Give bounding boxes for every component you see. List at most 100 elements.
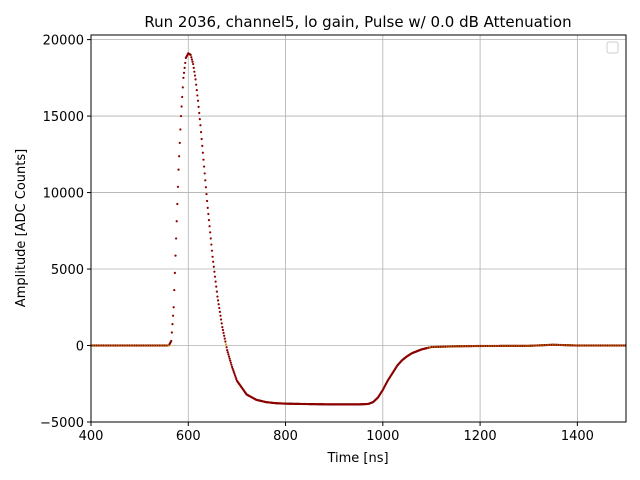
data-point xyxy=(176,202,179,206)
data-point xyxy=(221,328,225,332)
data-point xyxy=(231,367,234,370)
data-point xyxy=(223,334,226,337)
x-tick-label: 1400 xyxy=(561,429,594,444)
data-point xyxy=(226,351,229,354)
data-point xyxy=(232,369,235,372)
data-point xyxy=(199,131,203,134)
data-point xyxy=(205,192,208,196)
data-point xyxy=(233,374,237,377)
data-point xyxy=(207,212,210,216)
data-point xyxy=(204,186,207,189)
data-point xyxy=(199,124,202,127)
data-point xyxy=(184,61,187,65)
data-point xyxy=(204,179,207,182)
data-point xyxy=(170,339,173,343)
axis-ticks: 400 600 800 1000 1200 1400 −5000 0 5000 10000 1500… xyxy=(40,34,594,444)
data-point xyxy=(232,371,235,374)
data-point xyxy=(190,58,194,61)
data-point xyxy=(218,310,221,313)
data-point xyxy=(189,53,192,56)
y-tick-label: 20000 xyxy=(43,34,84,49)
data-point xyxy=(190,56,193,59)
data-points xyxy=(89,52,627,406)
data-point xyxy=(198,118,201,121)
data-point xyxy=(195,88,198,92)
data-point xyxy=(181,86,184,89)
data-point xyxy=(219,314,222,317)
data-point xyxy=(215,285,218,288)
data-point xyxy=(222,331,225,334)
data-point xyxy=(200,137,203,141)
data-point xyxy=(210,249,214,252)
y-tick-label: 0 xyxy=(76,340,84,355)
data-point xyxy=(180,105,183,108)
chart-title: Run 2036, channel5, lo gain, Pulse w/ 0.… xyxy=(144,13,571,31)
data-point xyxy=(175,220,178,223)
y-tick-label: 10000 xyxy=(43,187,84,202)
data-point xyxy=(192,66,195,69)
data-point xyxy=(203,172,206,175)
data-point xyxy=(212,265,215,268)
x-tick-label: 400 xyxy=(79,429,104,444)
data-point xyxy=(178,155,181,158)
data-point xyxy=(201,144,204,147)
data-point xyxy=(215,290,218,293)
data-point xyxy=(196,94,199,97)
data-point xyxy=(212,260,215,263)
data-point xyxy=(220,318,223,321)
data-point xyxy=(194,78,197,81)
data-point xyxy=(182,71,186,74)
data-point xyxy=(224,340,227,343)
data-point xyxy=(209,237,212,240)
data-point xyxy=(176,185,180,188)
data-point xyxy=(182,76,185,79)
x-tick-label: 1000 xyxy=(366,429,399,444)
data-point xyxy=(211,255,214,258)
data-point xyxy=(220,322,223,325)
data-point xyxy=(201,151,204,154)
y-tick-label: 15000 xyxy=(43,110,84,125)
data-point xyxy=(209,231,212,234)
data-point xyxy=(208,225,211,228)
y-tick-label: −5000 xyxy=(40,416,84,431)
data-point xyxy=(229,359,232,362)
data-point xyxy=(227,353,230,356)
data-point xyxy=(230,365,234,369)
data-point xyxy=(202,165,206,168)
data-point xyxy=(195,83,198,86)
data-point xyxy=(225,346,228,349)
data-point xyxy=(198,111,201,115)
data-point xyxy=(218,306,221,310)
x-tick-label: 800 xyxy=(273,429,298,444)
data-point xyxy=(233,372,236,375)
data-point xyxy=(193,70,196,73)
data-point xyxy=(216,299,220,302)
data-point xyxy=(234,376,237,379)
x-tick-label: 600 xyxy=(176,429,201,444)
data-point xyxy=(206,206,209,209)
data-point xyxy=(217,303,220,306)
data-point xyxy=(207,218,211,222)
data-point xyxy=(193,74,197,77)
plot-frame xyxy=(90,34,627,423)
data-point xyxy=(173,271,176,274)
data-point xyxy=(178,141,181,144)
data-point xyxy=(214,280,217,283)
data-point xyxy=(183,66,186,69)
data-point xyxy=(175,237,178,240)
legend-box xyxy=(606,41,619,54)
data-point xyxy=(216,295,219,298)
data-point xyxy=(206,199,209,203)
data-point xyxy=(221,326,224,329)
data-point xyxy=(192,62,195,66)
data-point xyxy=(235,377,238,381)
data-point xyxy=(230,363,233,366)
data-point xyxy=(210,243,213,246)
data-point xyxy=(173,288,176,292)
data-point xyxy=(202,158,205,161)
data-point xyxy=(179,114,183,118)
data-point xyxy=(223,337,226,340)
data-point xyxy=(181,95,184,99)
y-axis-label: Amplitude [ADC Counts] xyxy=(14,149,29,307)
